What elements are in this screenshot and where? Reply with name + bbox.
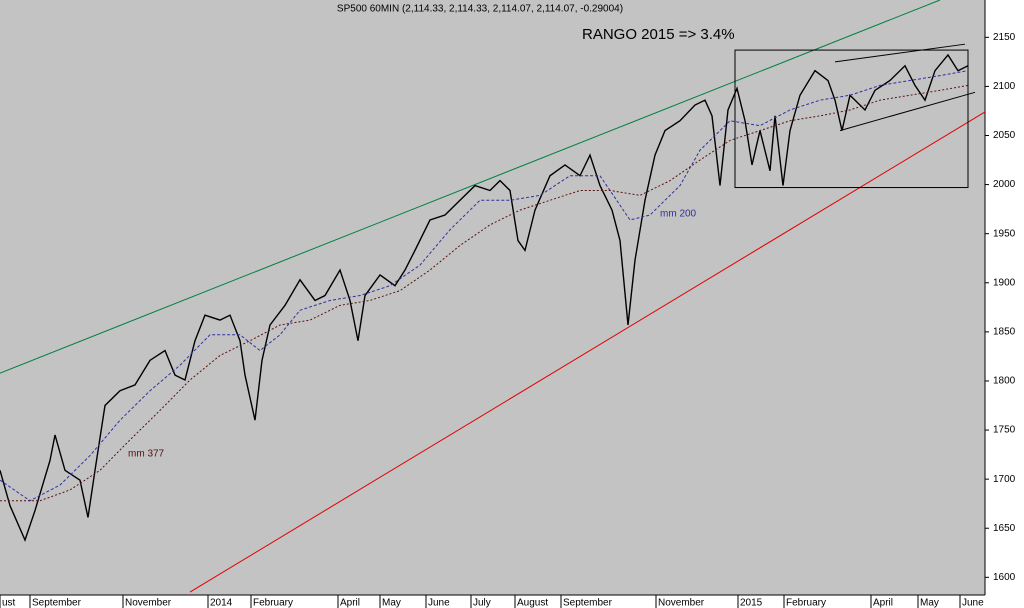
x-tick-label: ust (2, 598, 16, 608)
y-tick-label: 2050 (993, 130, 1016, 141)
x-tick-label: May (382, 598, 401, 608)
series-label: mm 200 (660, 209, 697, 220)
x-tick-label: August (517, 598, 548, 608)
x-tick-label: February (253, 598, 293, 608)
y-tick-label: 1700 (993, 474, 1016, 485)
x-tick-label: September (563, 598, 613, 608)
range-box (734, 49, 969, 189)
trend-line (189, 111, 986, 593)
x-tick-label: February (786, 598, 826, 608)
series-label: mm 377 (128, 449, 165, 460)
trend-line (0, 0, 941, 374)
y-tick-label: 2100 (993, 81, 1016, 92)
y-tick-label: 2000 (993, 179, 1016, 190)
chart-title: SP500 60MIN (2,114.33, 2,114.33, 2,114.0… (337, 4, 623, 15)
x-tick-label: April (873, 598, 893, 608)
y-tick-label: 1600 (993, 572, 1016, 583)
x-tick-label: 2014 (210, 598, 233, 608)
x-tick-label: June (428, 598, 450, 608)
y-tick-label: 1800 (993, 376, 1016, 387)
trend-line (834, 43, 966, 63)
y-tick-label: 2150 (993, 32, 1016, 43)
trend-line (839, 91, 976, 132)
x-tick-label: June (962, 598, 984, 608)
plot-area (0, 0, 985, 595)
annotation: RANGO 2015 => 3.4% (582, 26, 735, 43)
x-tick-label: November (658, 598, 705, 608)
series-line (0, 70, 969, 502)
x-tick-label: 2015 (740, 598, 763, 608)
y-tick-label: 1650 (993, 523, 1016, 534)
y-tick-label: 1750 (993, 425, 1016, 436)
x-tick-label: September (32, 598, 82, 608)
x-tick-label: May (920, 598, 939, 608)
y-tick-label: 1900 (993, 277, 1016, 288)
y-tick-label: 1950 (993, 228, 1016, 239)
x-tick-label: April (340, 598, 360, 608)
x-tick-label: July (473, 598, 491, 608)
x-tick-label: November (125, 598, 172, 608)
series-line (0, 84, 969, 502)
y-tick-label: 1850 (993, 327, 1016, 338)
